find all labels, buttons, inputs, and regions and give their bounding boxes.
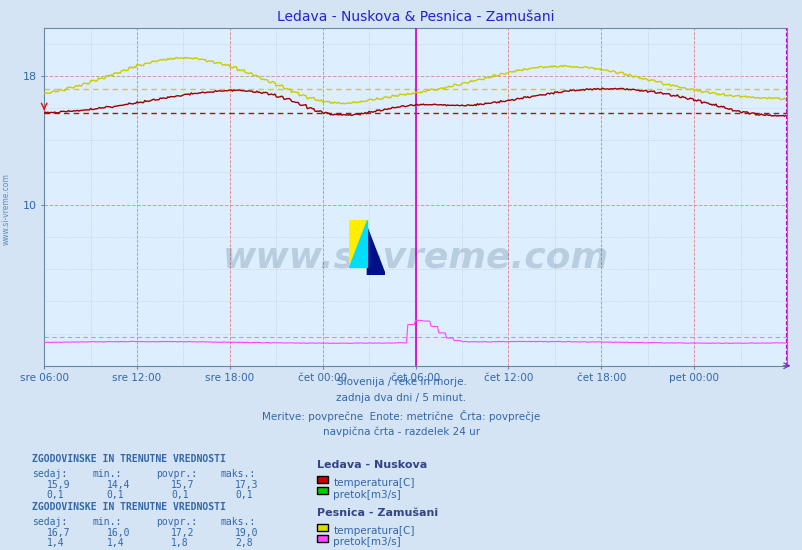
Text: www.si-vreme.com: www.si-vreme.com [2,173,11,245]
Polygon shape [349,220,367,267]
Polygon shape [367,228,385,275]
Text: 14,4: 14,4 [107,480,130,490]
Text: 0,1: 0,1 [171,490,188,500]
Bar [349,220,367,267]
Text: 2,8: 2,8 [235,538,253,548]
Text: sedaj:: sedaj: [32,469,67,479]
Text: 1,4: 1,4 [107,538,124,548]
Text: temperatura[C]: temperatura[C] [333,526,414,536]
Text: 1,8: 1,8 [171,538,188,548]
Text: zadnja dva dni / 5 minut.: zadnja dva dni / 5 minut. [336,393,466,403]
Text: 15,9: 15,9 [47,480,70,490]
Text: 1,4: 1,4 [47,538,64,548]
Text: 16,7: 16,7 [47,528,70,538]
Text: maks.:: maks.: [221,517,256,527]
Text: ZGODOVINSKE IN TRENUTNE VREDNOSTI: ZGODOVINSKE IN TRENUTNE VREDNOSTI [32,502,225,512]
Text: 17,2: 17,2 [171,528,194,538]
Text: 19,0: 19,0 [235,528,258,538]
Text: Slovenija / reke in morje.: Slovenija / reke in morje. [336,377,466,387]
Text: ZGODOVINSKE IN TRENUTNE VREDNOSTI: ZGODOVINSKE IN TRENUTNE VREDNOSTI [32,454,225,464]
Text: www.si-vreme.com: www.si-vreme.com [222,240,608,274]
Text: povpr.:: povpr.: [156,469,197,479]
Title: Ledava - Nuskova & Pesnica - Zamušani: Ledava - Nuskova & Pesnica - Zamušani [277,9,553,24]
Text: 0,1: 0,1 [47,490,64,500]
Text: Meritve: povprečne  Enote: metrične  Črta: povprečje: Meritve: povprečne Enote: metrične Črta:… [262,410,540,422]
Text: Ledava - Nuskova: Ledava - Nuskova [317,460,427,470]
Text: maks.:: maks.: [221,469,256,479]
Text: min.:: min.: [92,469,122,479]
Text: Pesnica - Zamušani: Pesnica - Zamušani [317,508,438,518]
Text: 0,1: 0,1 [235,490,253,500]
Text: pretok[m3/s]: pretok[m3/s] [333,537,400,547]
Text: temperatura[C]: temperatura[C] [333,478,414,488]
Text: 16,0: 16,0 [107,528,130,538]
Text: min.:: min.: [92,517,122,527]
Text: povpr.:: povpr.: [156,517,197,527]
Text: sedaj:: sedaj: [32,517,67,527]
Text: pretok[m3/s]: pretok[m3/s] [333,490,400,499]
Text: 15,7: 15,7 [171,480,194,490]
Text: 17,3: 17,3 [235,480,258,490]
Text: navpična črta - razdelek 24 ur: navpična črta - razdelek 24 ur [322,426,480,437]
Text: 0,1: 0,1 [107,490,124,500]
